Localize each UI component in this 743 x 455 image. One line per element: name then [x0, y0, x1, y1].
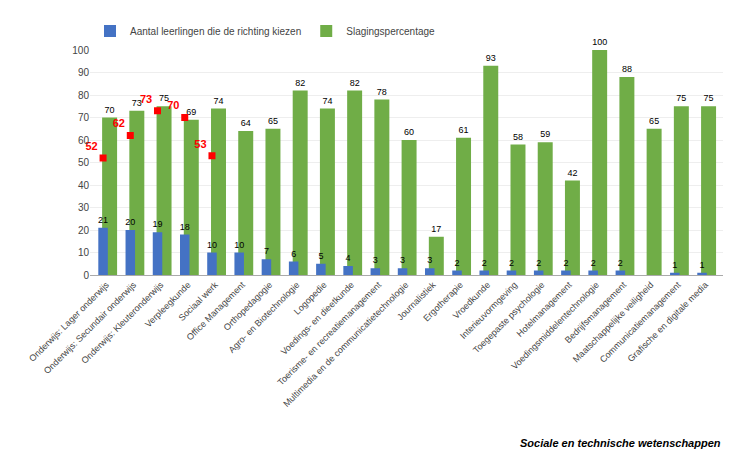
svg-text:1: 1: [672, 260, 677, 270]
svg-text:2: 2: [563, 258, 568, 268]
svg-text:65: 65: [268, 116, 278, 126]
svg-text:Grafische en digitale media: Grafische en digitale media: [626, 280, 710, 364]
svg-text:59: 59: [540, 129, 550, 139]
svg-text:Communicatiemanagement: Communicatiemanagement: [598, 279, 683, 364]
svg-text:90: 90: [78, 67, 90, 78]
svg-text:52: 52: [85, 140, 97, 152]
svg-text:2: 2: [618, 258, 623, 268]
svg-text:20: 20: [78, 225, 90, 236]
svg-text:82: 82: [295, 78, 305, 88]
svg-text:78: 78: [377, 87, 387, 97]
svg-text:Onderwijs: Kleuteronderwijs: Onderwijs: Kleuteronderwijs: [79, 279, 165, 365]
svg-text:69: 69: [186, 107, 196, 117]
svg-text:62: 62: [113, 117, 125, 129]
svg-text:1: 1: [700, 260, 705, 270]
svg-text:Multimedia en de communicatiet: Multimedia en de communicatietechnologie: [281, 280, 410, 409]
svg-text:Onderwijs: Secundair onderwijs: Onderwijs: Secundair onderwijs: [42, 279, 139, 376]
svg-text:3: 3: [373, 255, 378, 265]
svg-text:10: 10: [78, 247, 90, 258]
svg-text:100: 100: [592, 37, 607, 47]
svg-text:Aantal leerlingen die de richt: Aantal leerlingen die de richting kiezen: [130, 26, 301, 37]
svg-text:Toerisme- en recreatiemanageme: Toerisme- en recreatiemanagement: [276, 279, 384, 387]
svg-text:73: 73: [140, 93, 152, 105]
svg-text:7: 7: [264, 246, 269, 256]
svg-text:19: 19: [153, 219, 163, 229]
svg-text:2: 2: [509, 258, 514, 268]
svg-text:Agro- en Biotechnologie: Agro- en Biotechnologie: [227, 280, 302, 355]
svg-text:Voedingsmiddelentechnologie: Voedingsmiddelentechnologie: [509, 280, 601, 372]
svg-text:10: 10: [234, 240, 244, 250]
svg-text:40: 40: [78, 180, 90, 191]
svg-text:50: 50: [78, 157, 90, 168]
svg-text:2: 2: [454, 258, 459, 268]
svg-text:4: 4: [346, 253, 351, 263]
svg-text:2: 2: [536, 258, 541, 268]
svg-text:0: 0: [83, 270, 89, 281]
svg-text:Sociale en technische wetensch: Sociale en technische wetenschappen: [520, 437, 721, 449]
svg-text:80: 80: [78, 90, 90, 101]
svg-text:100: 100: [72, 45, 89, 56]
svg-text:60: 60: [78, 135, 90, 146]
svg-text:Verpleegkunde: Verpleegkunde: [143, 280, 193, 330]
svg-text:Vroedkunde: Vroedkunde: [451, 280, 492, 321]
svg-text:Interieuvormgeving: Interieuvormgeving: [458, 280, 519, 341]
svg-text:2: 2: [591, 258, 596, 268]
svg-text:Sociaal werk: Sociaal werk: [177, 279, 221, 323]
svg-text:60: 60: [404, 127, 414, 137]
svg-text:Ergotherapie: Ergotherapie: [421, 280, 465, 324]
svg-text:88: 88: [622, 64, 632, 74]
svg-text:70: 70: [105, 105, 115, 115]
svg-text:Slagingspercentage: Slagingspercentage: [346, 26, 435, 37]
svg-text:21: 21: [98, 215, 108, 225]
svg-text:Journalistiek: Journalistiek: [395, 279, 438, 322]
svg-text:74: 74: [322, 96, 332, 106]
svg-text:Logopedie: Logopedie: [292, 280, 329, 317]
svg-text:3: 3: [400, 255, 405, 265]
svg-text:2: 2: [482, 258, 487, 268]
svg-text:42: 42: [567, 168, 577, 178]
svg-text:3: 3: [427, 255, 432, 265]
svg-text:Voedings- en dieetkunde: Voedings- en dieetkunde: [279, 280, 356, 357]
svg-text:Bedrijfsmanagement: Bedrijfsmanagement: [563, 279, 629, 345]
svg-text:61: 61: [459, 125, 469, 135]
svg-text:18: 18: [180, 222, 190, 232]
svg-text:Orthopedagogie: Orthopedagogie: [222, 280, 275, 333]
svg-text:73: 73: [132, 98, 142, 108]
svg-text:58: 58: [513, 132, 523, 142]
svg-text:Office Management: Office Management: [185, 279, 248, 342]
svg-text:Hotelmanagement: Hotelmanagement: [515, 279, 574, 338]
svg-text:Toegepaste psychologie: Toegepaste psychologie: [471, 280, 546, 355]
svg-text:53: 53: [194, 138, 206, 150]
svg-text:75: 75: [159, 93, 169, 103]
svg-text:Onderwijs: Lager onderwijs: Onderwijs: Lager onderwijs: [27, 279, 111, 363]
svg-text:6: 6: [291, 249, 296, 259]
svg-text:70: 70: [78, 112, 90, 123]
svg-text:75: 75: [676, 93, 686, 103]
svg-text:74: 74: [213, 96, 223, 106]
svg-text:17: 17: [431, 224, 441, 234]
svg-text:64: 64: [241, 118, 251, 128]
svg-text:30: 30: [78, 202, 90, 213]
svg-text:75: 75: [704, 93, 714, 103]
svg-text:5: 5: [318, 251, 323, 261]
svg-text:20: 20: [125, 217, 135, 227]
svg-text:70: 70: [167, 99, 179, 111]
svg-text:Maatschappelijke veiligheid: Maatschappelijke veiligheid: [571, 280, 656, 365]
svg-text:65: 65: [649, 116, 659, 126]
svg-text:10: 10: [207, 240, 217, 250]
svg-text:82: 82: [350, 78, 360, 88]
svg-text:93: 93: [486, 53, 496, 63]
